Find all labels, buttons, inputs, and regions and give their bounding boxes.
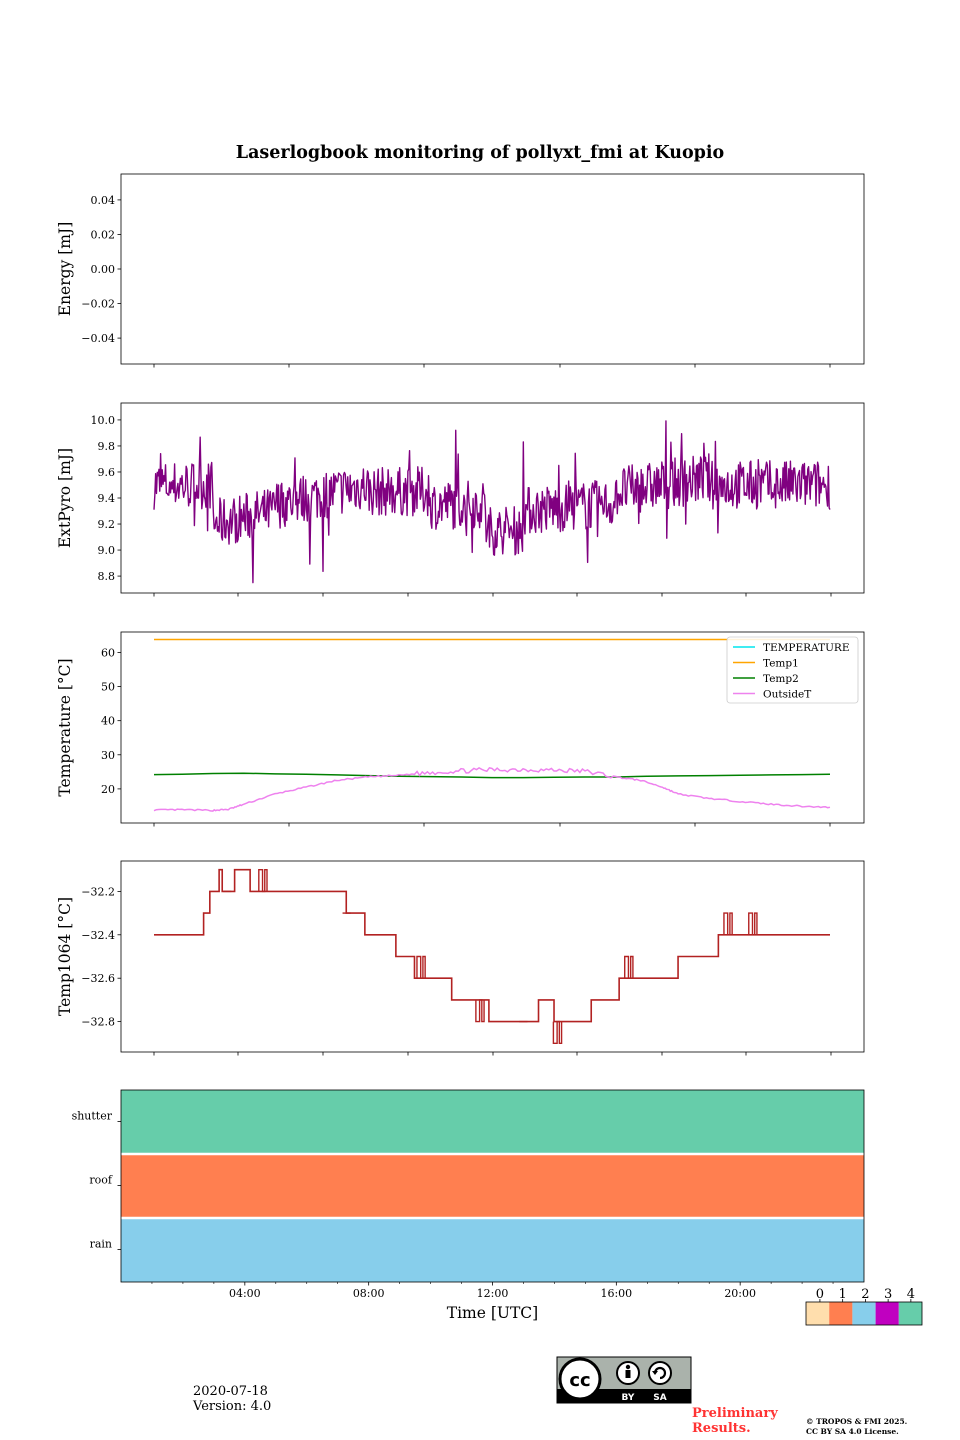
status-row-rain: [121, 1218, 864, 1282]
temp1064-ylabel: Temp1064 [°C]: [56, 897, 74, 1016]
temp1064-spike: [748, 912, 758, 936]
footer-version: Version: 4.0: [193, 1399, 272, 1414]
temp1064-panel: −32.2 −32.4 −32.6 −32.8 Temp1064 [°C]: [56, 860, 865, 1056]
extpyro-ytick-label: 9.4: [98, 492, 116, 505]
status-xtick-label: 20:00: [724, 1287, 756, 1300]
temperature-ytick-label: 30: [101, 749, 115, 762]
colorbar-tick-label-0: 0: [816, 1287, 824, 1302]
legend-label-outsidet: OutsideT: [763, 689, 811, 701]
colorbar-frame: [805, 1301, 923, 1326]
colorbar-tick-label-2: 2: [861, 1287, 869, 1302]
temp1064-spike: [475, 999, 485, 1023]
temp1064-spike: [552, 1020, 563, 1045]
outsidet-series-line: [153, 766, 831, 812]
extpyro-ytick-label: 8.8: [98, 570, 116, 583]
extpyro-ytick-label: 9.0: [98, 544, 116, 557]
colorbar-swatch-2: [852, 1302, 876, 1325]
copyright-line-2: CC BY SA 4.0 License.: [806, 1427, 899, 1436]
copyright-notice: © TROPOS & FMI 2025. CC BY SA 4.0 Licens…: [806, 1417, 907, 1437]
figure-title: Laserlogbook monitoring of pollyxt_fmi a…: [236, 143, 724, 163]
extpyro-panel: 10.0 9.8 9.6 9.4 9.2 9.0 8.8 ExtPyro [mJ]: [56, 402, 865, 597]
status-row-shutter: [121, 1090, 864, 1154]
energy-ytick-label: −0.04: [81, 332, 115, 345]
status-row-roof: [121, 1154, 864, 1218]
status-xtick-label: 16:00: [600, 1287, 632, 1300]
footer-date-version: 2020-07-18 Version: 4.0: [193, 1384, 271, 1414]
colorbar-swatch-1: [829, 1302, 853, 1325]
status-ylabel-shutter: shutter: [72, 1110, 113, 1123]
colorbar-swatch-0: [806, 1302, 830, 1325]
extpyro-ytick-label: 10.0: [91, 414, 116, 427]
extpyro-ytick-label: 9.8: [98, 440, 116, 453]
preliminary-results-label: Preliminary Results.: [692, 1406, 778, 1436]
temperature-ytick-label: 20: [101, 783, 115, 796]
temp2-series-line: [153, 772, 831, 779]
temp1064-spike: [258, 868, 268, 893]
status-panel: shutter roof rain 04:00 08:00 12:00 16:00 20:00…: [72, 1089, 865, 1322]
temp1064-series-line: [154, 868, 830, 1023]
temp1064-spike: [416, 955, 426, 979]
temperature-axes-frame: [120, 631, 865, 824]
temp1064-ytick-label: −32.4: [81, 929, 115, 942]
energy-ytick-label: 0.02: [91, 228, 116, 241]
energy-ytick-label: −0.02: [81, 298, 115, 311]
by-label: BY: [622, 1393, 635, 1403]
legend-label-temperature: TEMPERATURE: [763, 642, 850, 654]
colorbar-tick-label-1: 1: [839, 1287, 847, 1302]
status-xtick-label: 12:00: [477, 1287, 509, 1300]
colorbar-swatch-4: [898, 1302, 922, 1325]
status-ylabel-rain: rain: [90, 1238, 112, 1251]
temperature-ytick-label: 60: [101, 646, 115, 659]
colorbar-swatch-3: [875, 1302, 899, 1325]
colorbar-tick-label-3: 3: [884, 1287, 892, 1302]
energy-panel: 0.04 0.02 0.00 −0.02 −0.04 Energy [mJ]: [56, 173, 865, 368]
legend-frame: [726, 636, 859, 704]
cc-text: cc: [569, 1370, 590, 1391]
temp1064-spike: [624, 955, 634, 979]
temperature-ytick-label: 50: [101, 681, 115, 694]
share-alike-icon: [648, 1361, 672, 1385]
temp1064-spike: [723, 912, 733, 936]
status-xtick-label: 08:00: [353, 1287, 385, 1300]
legend-label-temp2: Temp2: [763, 673, 799, 685]
energy-ytick-label: 0.04: [91, 194, 116, 207]
temperature-ytick-label: 40: [101, 715, 115, 728]
status-ylabel-roof: roof: [89, 1174, 113, 1187]
energy-ylabel: Energy [mJ]: [56, 222, 74, 317]
footer-date: 2020-07-18: [193, 1384, 268, 1399]
temp1064-ytick-label: −32.2: [81, 885, 115, 898]
legend-label-temp1: Temp1: [763, 658, 799, 670]
temp1064-ytick-label: −32.8: [81, 1016, 115, 1029]
cc-license-badge: cc BY SA: [556, 1356, 692, 1404]
sa-label: SA: [653, 1393, 666, 1403]
copyright-line-1: © TROPOS & FMI 2025.: [806, 1417, 908, 1426]
cc-logo-icon: [558, 1357, 602, 1401]
extpyro-ytick-label: 9.6: [98, 466, 116, 479]
temp1064-ytick-label: −32.6: [81, 972, 115, 985]
temp1064-axes-frame: [120, 860, 865, 1053]
colorbar-tick-label-4: 4: [907, 1287, 915, 1302]
energy-ytick-label: 0.00: [91, 263, 116, 276]
extpyro-series-line: [153, 420, 831, 584]
energy-axes-frame: [120, 173, 865, 365]
temperature-panel: 60 50 40 30 20 Temperature [°C] TEMPERATURE Tem…: [56, 631, 865, 827]
temperature-ylabel: Temperature [°C]: [56, 658, 74, 796]
extpyro-ylabel: ExtPyro [mJ]: [56, 448, 74, 548]
temperature-legend: TEMPERATURE Temp1 Temp2 OutsideT: [726, 636, 859, 704]
status-xtick-label: 04:00: [229, 1287, 261, 1300]
status-xlabel: Time [UTC]: [447, 1304, 538, 1322]
extpyro-ytick-label: 9.2: [98, 518, 116, 531]
